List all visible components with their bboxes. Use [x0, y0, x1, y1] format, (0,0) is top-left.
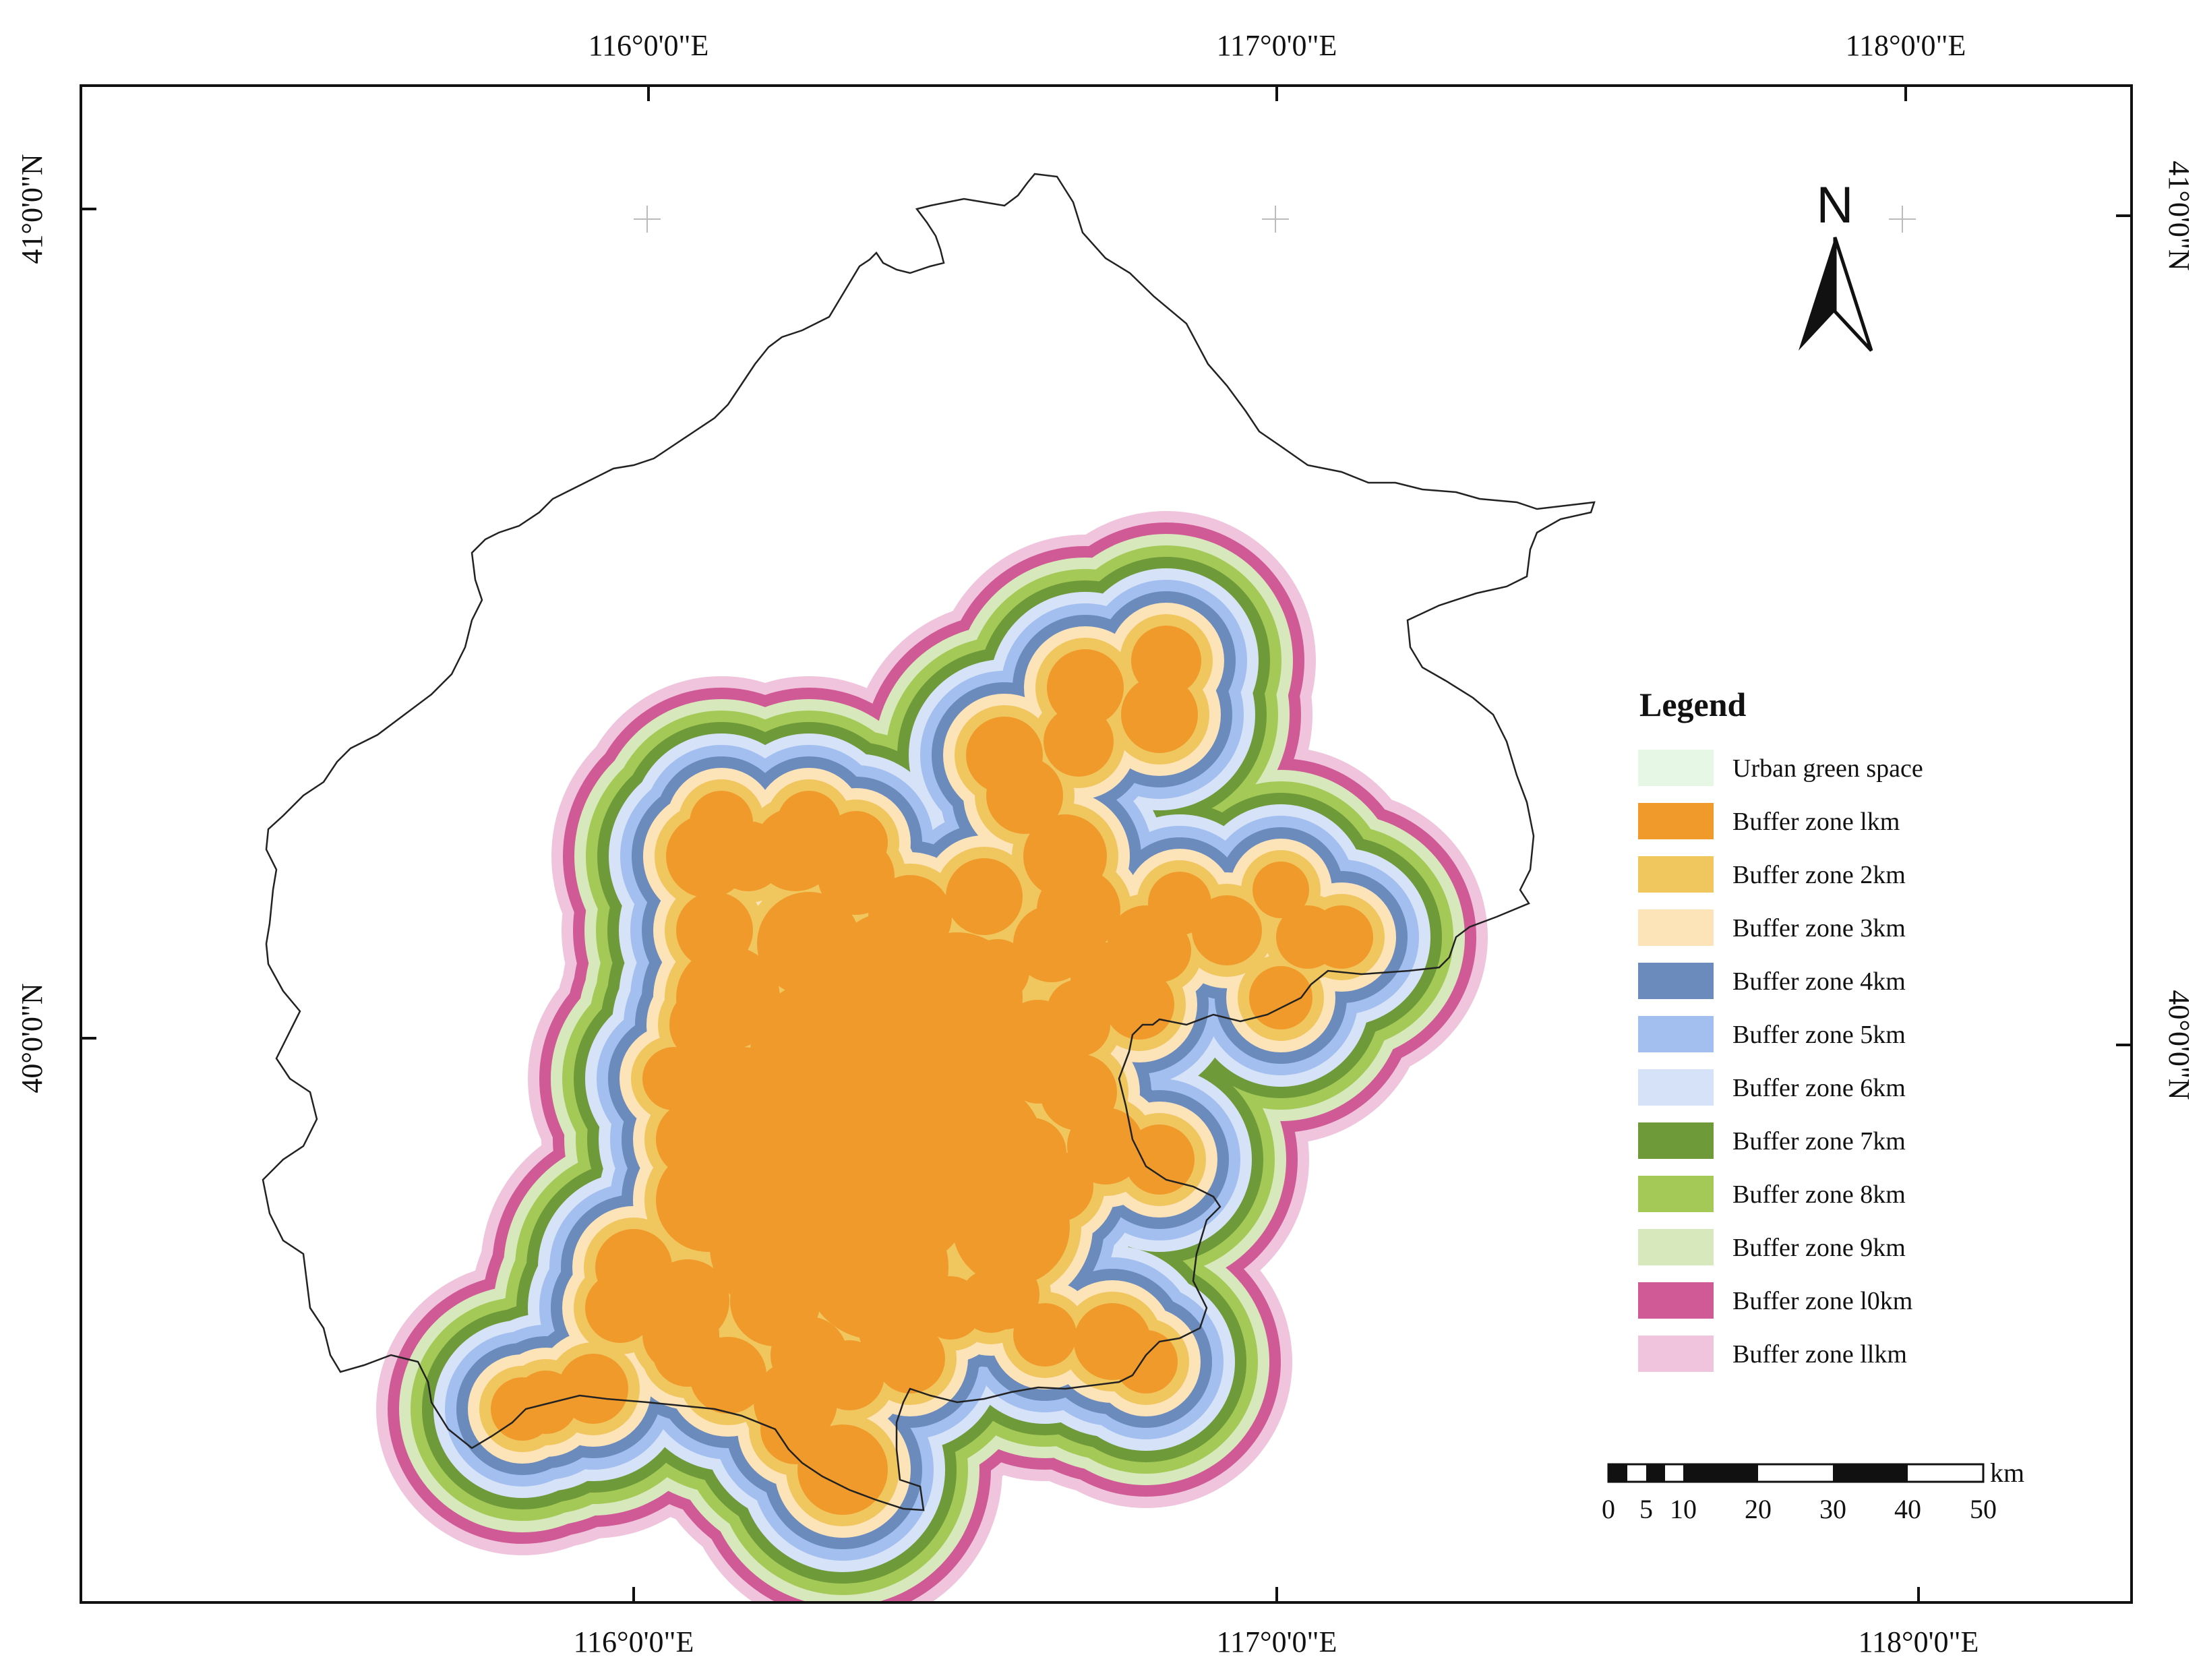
legend-label-5: Buffer zone 5km: [1732, 1021, 1906, 1049]
north-arrow-label: N: [1817, 177, 1854, 234]
legend-swatch-3: [1638, 909, 1714, 946]
legend: Legend Urban green space Buffer zone lkm B…: [1638, 686, 1923, 1372]
legend-label-2: Buffer zone 2km: [1732, 861, 1906, 889]
legend-swatch-2: [1638, 856, 1714, 893]
lat-label-left-41: 41°0'0"N: [16, 154, 49, 264]
grid-crosses: [634, 206, 1916, 233]
frame-ticks: [81, 86, 2132, 1602]
map-frame: [80, 84, 2133, 1604]
lat-label-right-40: 40°0'0"N: [2163, 990, 2196, 1100]
legend-title: Legend: [1639, 686, 1747, 723]
scale-label-30: 30: [1819, 1494, 1846, 1524]
legend-swatch-5: [1638, 1016, 1714, 1052]
beijing-boundary: [262, 173, 1596, 1511]
lat-label-right-41: 41°0'0"N: [2163, 160, 2196, 270]
scale-label-40: 40: [1894, 1494, 1921, 1524]
legend-label-6: Buffer zone 6km: [1732, 1074, 1906, 1102]
lon-label-bottom-118: 118°0'0"E: [1859, 1625, 1979, 1658]
scale-unit: km: [1990, 1458, 2024, 1488]
buffer-zones: [376, 511, 1488, 1602]
legend-swatch-9: [1638, 1229, 1714, 1265]
lat-label-left-40: 40°0'0"N: [16, 983, 49, 1093]
scale-label-5: 5: [1639, 1494, 1653, 1524]
legend-label-1: Buffer zone lkm: [1732, 808, 1900, 836]
north-arrow: N: [1799, 177, 1873, 352]
legend-label-4: Buffer zone 4km: [1732, 967, 1906, 996]
scale-label-0: 0: [1602, 1494, 1615, 1524]
scale-bar: km 0 5 10 20 30 40 50: [1602, 1458, 2024, 1524]
lon-label-bottom-116: 116°0'0"E: [574, 1625, 694, 1658]
legend-swatch-11: [1638, 1336, 1714, 1372]
scale-label-10: 10: [1670, 1494, 1697, 1524]
legend-label-10: Buffer zone l0km: [1732, 1287, 1912, 1315]
legend-label-3: Buffer zone 3km: [1732, 914, 1906, 942]
lon-label-top-116: 116°0'0"E: [589, 29, 709, 62]
legend-label-9: Buffer zone 9km: [1732, 1234, 1906, 1262]
lon-label-bottom-117: 117°0'0"E: [1217, 1625, 1337, 1658]
legend-swatch-1: [1638, 803, 1714, 839]
legend-swatch-4: [1638, 963, 1714, 999]
legend-swatch-6: [1638, 1069, 1714, 1106]
legend-swatch-10: [1638, 1282, 1714, 1319]
legend-label-0: Urban green space: [1732, 754, 1923, 783]
scale-label-50: 50: [1970, 1494, 1997, 1524]
lon-label-top-117: 117°0'0"E: [1217, 29, 1337, 62]
lon-label-top-118: 118°0'0"E: [1846, 29, 1966, 62]
legend-label-8: Buffer zone 8km: [1732, 1180, 1906, 1209]
scale-label-20: 20: [1745, 1494, 1772, 1524]
legend-label-7: Buffer zone 7km: [1732, 1127, 1906, 1156]
legend-swatch-8: [1638, 1176, 1714, 1212]
legend-swatch-0: [1638, 750, 1714, 786]
legend-label-11: Buffer zone llkm: [1732, 1340, 1907, 1369]
north-arrow-icon: [1799, 237, 1835, 351]
legend-swatch-7: [1638, 1122, 1714, 1159]
